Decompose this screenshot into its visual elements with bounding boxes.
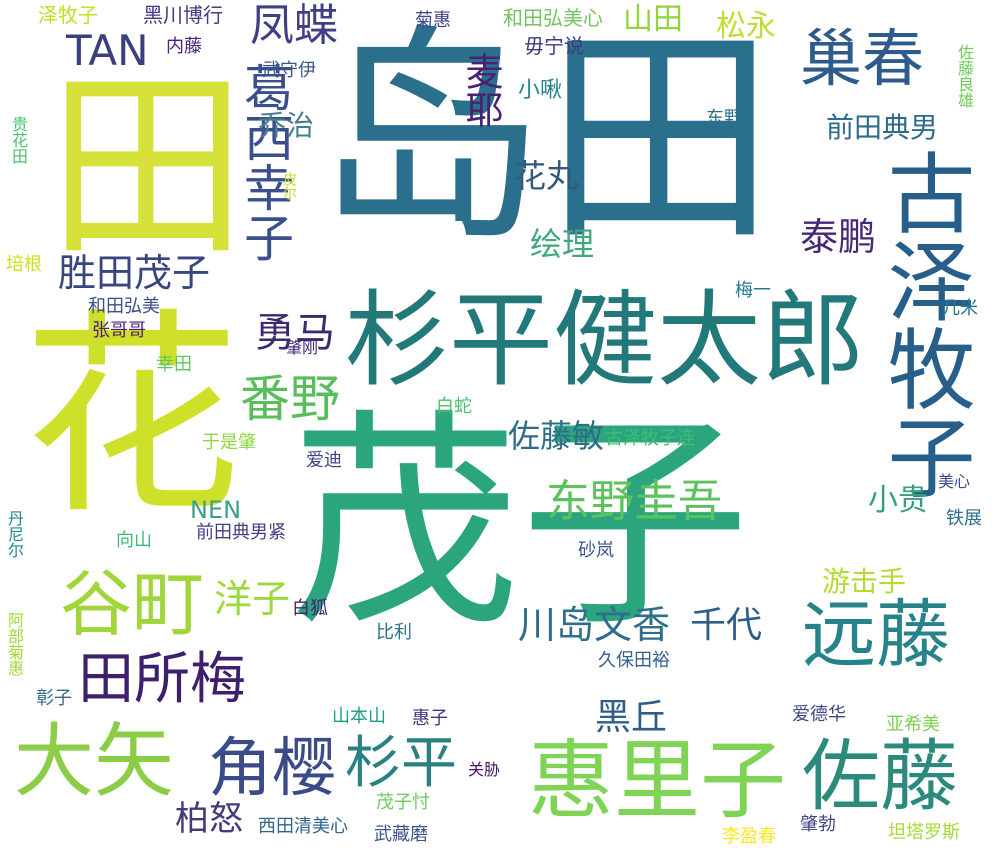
word-furusawa-makiko-ren: 古泽牧子连 (605, 428, 695, 449)
word-takahanada: 贵花田 (9, 116, 28, 164)
word-chiyo: 千代 (690, 605, 763, 646)
word-zhaobo: 肇勃 (800, 814, 836, 835)
word-kubota-hiroshi: 久保田裕 (598, 650, 670, 671)
word-li-yingchun: 李盈春 (722, 826, 776, 847)
word-sawa-makiko: 泽牧子 (38, 3, 98, 27)
word-matsunaga: 松永 (716, 9, 776, 44)
word-maiye: 麦耶 (459, 52, 503, 128)
word-kurooka: 黑丘 (595, 697, 668, 738)
word-kashiwado: 柏怒 (175, 799, 243, 839)
word-yoko: 洋子 (214, 577, 291, 621)
word-furusawa-makiko: 古泽牧子 (873, 148, 976, 500)
word-taipeng: 泰鹏 (800, 215, 877, 259)
word-edward: 爱德华 (792, 704, 846, 725)
word-yuma: 勇马 (255, 310, 335, 356)
word-kawashima-fumika: 川岛文香 (518, 603, 671, 647)
word-kikue: 菊惠 (415, 10, 451, 31)
word-wada-hiromi: 和田弘美 (88, 296, 160, 317)
word-sekiwaki: 关胁 (468, 760, 501, 779)
word-higashino: 东野 (706, 108, 742, 129)
word-shoko: 彰子 (36, 688, 72, 709)
word-musashimaro: 武藏磨 (374, 824, 428, 845)
word-hakuja: 白蛇 (436, 396, 472, 417)
word-eri: 绘理 (530, 225, 595, 263)
word-banno: 番野 (240, 370, 340, 428)
word-umeichi: 梅一 (735, 280, 771, 301)
word-sugihira-kentaro: 杉平健太郎 (345, 279, 866, 401)
word-billy: 比利 (376, 622, 412, 643)
word-pierre: 皮尔 (281, 172, 297, 200)
word-koda: 幸田 (156, 354, 192, 375)
word-kasai-sachiko: 葛西幸子 (236, 62, 294, 262)
word-sunaarashi: 砂岚 (578, 540, 614, 561)
word-wada-hiromi-kokoro: 和田弘美心 (503, 6, 603, 30)
word-kakuzakura: 角樱 (208, 732, 336, 806)
word-keiko: 惠子 (412, 708, 448, 729)
word-joji: 乔治 (258, 109, 315, 142)
word-byakko: 白狐 (292, 598, 328, 619)
word-jimmy: 几米 (942, 298, 978, 319)
word-yamamotoyama: 山本山 (332, 706, 386, 727)
word-fengdie: 凤蝶 (250, 0, 338, 51)
word-ta: 田 (12, 60, 245, 260)
word-higashino-keigo: 东野圭吾 (546, 476, 722, 527)
word-nen: NEN (190, 496, 242, 524)
word-nishida-kiyomi: 西田清美心 (258, 816, 348, 837)
word-yamada: 山田 (623, 2, 683, 37)
word-abe-kikue: 阿部菊惠 (5, 612, 24, 676)
word-tanimachi: 谷町 (60, 562, 205, 646)
word-endo: 远藤 (802, 592, 950, 678)
word-daniel: 丹尼尔 (5, 510, 24, 558)
word-eriko: 惠里子 (528, 731, 786, 831)
word-sucharu: 巢春 (800, 22, 925, 95)
word-shigeko-cun: 茂子忖 (376, 792, 430, 813)
word-sato-yoshio: 佐藤良雄 (955, 44, 974, 108)
word-sato-satoshi: 佐藤敏 (508, 417, 605, 455)
word-tantalus: 坦塔罗斯 (888, 822, 960, 843)
word-akemi: 亚希美 (886, 714, 940, 735)
word-hana: 花 (0, 300, 238, 518)
word-katsuta-shigeko: 胜田茂子 (58, 251, 211, 295)
word-zhang-gege: 张哥哥 (92, 320, 146, 341)
word-shimada: 岛田 (315, 6, 776, 273)
word-naito: 内藤 (166, 36, 202, 57)
word-maoko: 茂子 (290, 391, 751, 658)
word-mukoyama: 向山 (116, 530, 152, 551)
word-kurokawa-hiroyuki: 黑川博行 (143, 3, 223, 27)
word-yushizhao: 于是肇 (202, 432, 256, 453)
word-tan: TAN (66, 26, 149, 75)
word-sugihira: 杉平 (345, 731, 457, 796)
word-tadokoro-ume: 田所梅 (78, 647, 246, 712)
word-wuningshuo: 毋宁说 (524, 34, 584, 58)
word-maeda-norio: 前田典男 (826, 111, 939, 144)
word-take-mamoru: 武守伊 (262, 60, 316, 81)
word-meixin: 美心 (938, 472, 971, 491)
word-aidi: 爱迪 (306, 450, 342, 471)
word-oya: 大矢 (14, 715, 174, 808)
word-hanamaru: 花丸 (514, 157, 579, 195)
word-sato: 佐藤 (802, 732, 959, 822)
word-maeda-norio-jin: 前田典男紧 (196, 522, 286, 543)
word-tiezhan: 铁展 (946, 508, 982, 529)
word-yugekishu: 游击手 (822, 565, 907, 598)
word-kotaka: 小贵 (868, 483, 928, 518)
word-zhaogang: 肇刚 (286, 338, 319, 357)
word-xiaojiu: 小啾 (518, 78, 563, 103)
word-bacon: 培根 (6, 254, 42, 275)
